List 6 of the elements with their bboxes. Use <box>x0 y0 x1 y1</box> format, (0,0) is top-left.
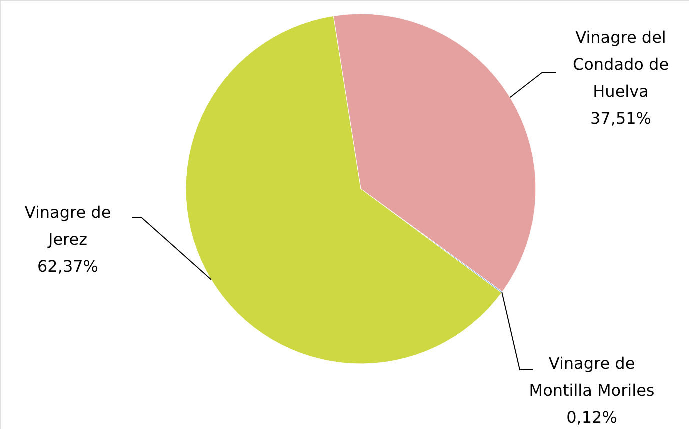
slice-label: Vinagre del Condado de Huelva <box>572 28 670 101</box>
slice-label: Vinagre de Jerez <box>24 203 112 249</box>
data-label: 0,12% <box>566 408 618 427</box>
slice-label: Vinagre de Montilla Moriles <box>529 354 655 400</box>
data-label: 37,51% <box>590 109 652 128</box>
data-label: 62,37% <box>37 257 99 276</box>
